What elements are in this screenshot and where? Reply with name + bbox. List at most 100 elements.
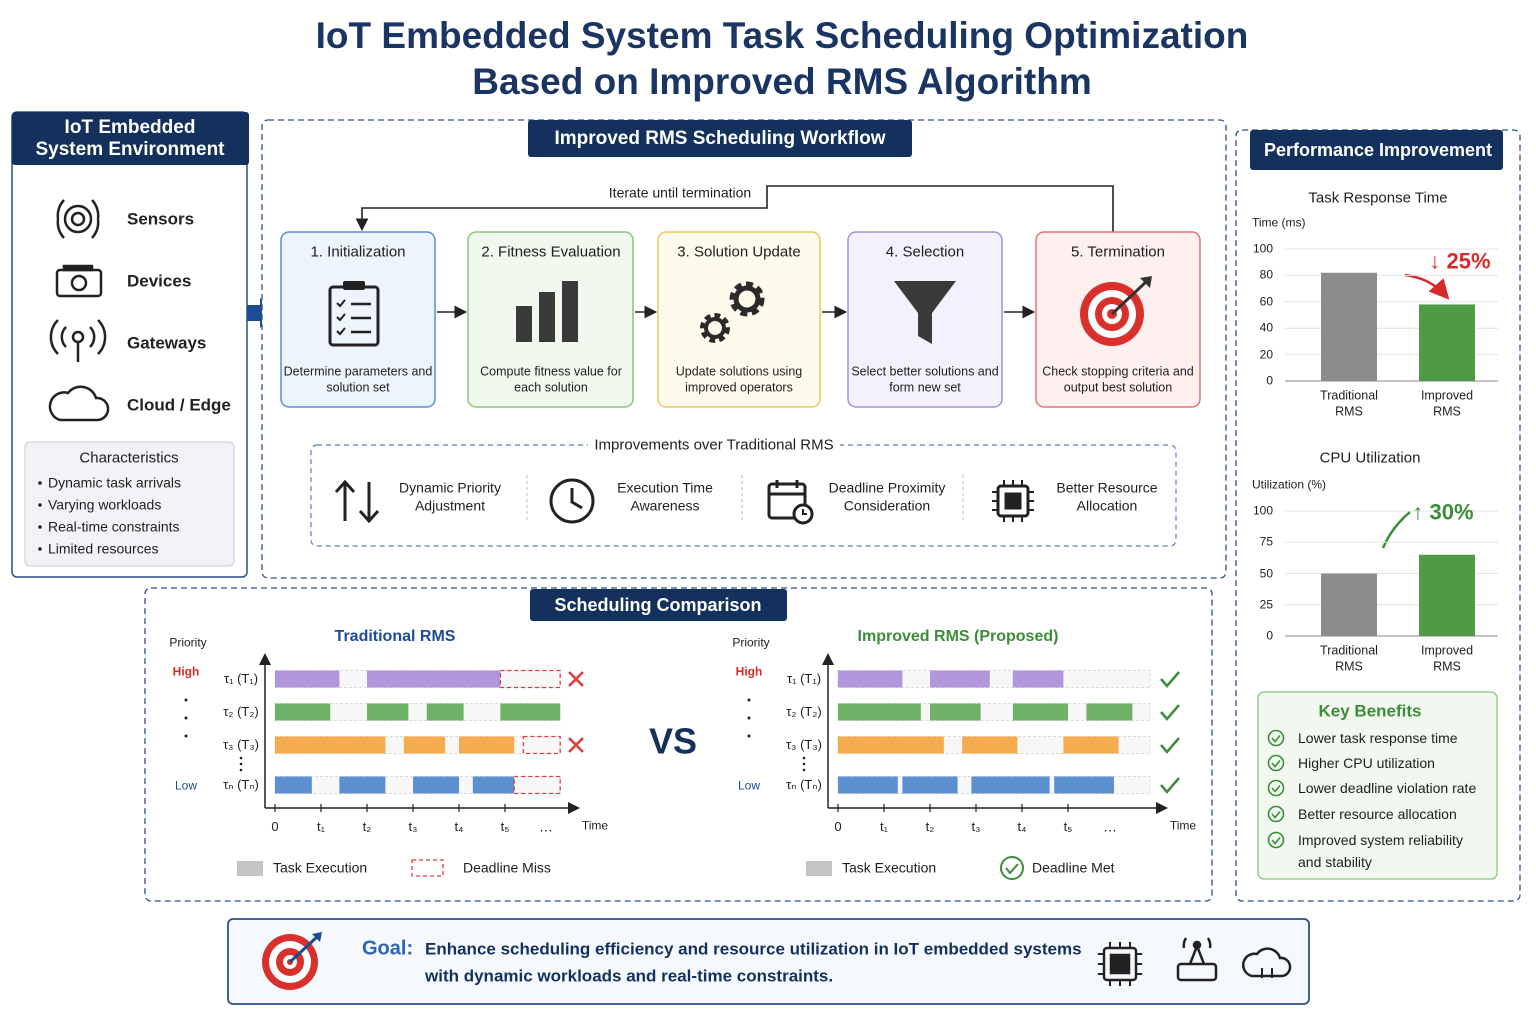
environment-header — [12, 112, 249, 165]
met-check — [1160, 737, 1180, 754]
comparison-title: Scheduling Comparison — [554, 594, 762, 615]
improvements-title-bg — [588, 437, 840, 455]
characteristic-item: Limited resources — [48, 540, 159, 557]
legend-swatch — [237, 861, 263, 876]
deadline-miss — [499, 669, 561, 689]
gantt-title: Traditional RMS — [334, 628, 456, 645]
met-check — [1160, 777, 1180, 794]
performance-header — [1250, 130, 1503, 170]
step-title: 4. Selection — [885, 243, 965, 261]
priority-high: High — [172, 664, 200, 679]
x-tick-label: 0 — [271, 818, 279, 834]
comparison-header — [530, 589, 787, 621]
x-tick-label: t₂ — [362, 818, 372, 834]
x-tick-label: t₁ — [317, 818, 325, 834]
improvement-icons — [334, 478, 1034, 525]
component-label: Devices — [127, 271, 192, 291]
y-tick-label: 0 — [1266, 373, 1273, 388]
task-dot — [802, 756, 806, 760]
task-dot — [239, 762, 243, 766]
priority-dot — [747, 716, 751, 720]
benefit-check — [1271, 759, 1281, 768]
benefit-check — [1271, 734, 1281, 743]
x-tick-label: t₃ — [408, 818, 418, 834]
legend-met-check — [1005, 863, 1019, 875]
task-label: τ₁ (T₁) — [223, 670, 259, 686]
execution-segment — [930, 703, 981, 721]
benefit-item: Lower deadline violation rate — [1298, 780, 1477, 796]
bullet — [38, 481, 42, 485]
environment-icons — [48, 199, 110, 422]
x-tick-label: t₄ — [1017, 818, 1027, 834]
workflow-title: Improved RMS Scheduling Workflow — [554, 128, 886, 150]
priority-dot — [184, 698, 188, 702]
priority-low: Low — [174, 778, 198, 793]
goal-text: with dynamic workloads and real-time con… — [425, 966, 834, 986]
execution-segment — [472, 776, 515, 794]
benefit-item: Higher CPU utilization — [1298, 755, 1435, 771]
execution-segment — [459, 736, 515, 754]
y-tick-label: 75 — [1259, 534, 1273, 549]
bar — [1419, 554, 1475, 636]
task-dot — [239, 756, 243, 760]
execution-segment — [962, 736, 1018, 754]
annotation: ↓ 25% — [1429, 248, 1491, 274]
benefit-check — [1271, 784, 1281, 793]
x-tick-label: t₁ — [880, 818, 888, 834]
x-ellipsis: … — [539, 818, 553, 835]
legend-met — [1000, 856, 1024, 880]
execution-segment — [275, 776, 312, 794]
chart-title: Task Response Time — [1308, 189, 1448, 207]
task-label: τₙ (Tₙ) — [786, 776, 822, 792]
improvement-item: Better Resource Allocation — [1056, 479, 1158, 514]
task-dot — [802, 768, 806, 772]
bar — [1321, 573, 1377, 636]
category-label: Traditional RMS — [1320, 388, 1378, 418]
step-description: Select better solutions and form new set — [851, 364, 999, 394]
met-check — [1160, 671, 1180, 688]
bar — [1419, 304, 1475, 381]
priority-dot — [184, 734, 188, 738]
benefit-icon — [1267, 831, 1285, 849]
legend-label: Task Execution — [842, 859, 937, 876]
goal-box — [227, 918, 1310, 1005]
step-title: 3. Solution Update — [677, 243, 801, 261]
bullet — [38, 547, 42, 551]
miss-cross — [568, 671, 584, 687]
task-dot — [239, 768, 243, 772]
component-label: Gateways — [127, 333, 207, 353]
execution-segment — [838, 670, 903, 688]
characteristics-box — [24, 441, 235, 567]
execution-segment — [1086, 703, 1133, 721]
x-axis-label: Time — [581, 818, 609, 833]
task-label: τ₃ (T₃) — [786, 736, 822, 752]
characteristic-item: Varying workloads — [48, 496, 162, 513]
step-title: 1. Initialization — [310, 243, 406, 261]
chart-title: CPU Utilization — [1319, 449, 1421, 467]
benefit-item: Better resource allocation — [1298, 806, 1457, 822]
execution-segment — [426, 703, 464, 721]
step-description: Update solutions using improved operator… — [675, 364, 803, 394]
component-label: Cloud / Edge — [127, 395, 231, 415]
flow-arrow — [247, 298, 275, 328]
x-tick-label: 0 — [834, 818, 842, 834]
deadline-miss — [522, 735, 561, 755]
loop-arrow — [355, 185, 1114, 232]
gantt-title: Improved RMS (Proposed) — [857, 628, 1059, 645]
x-axis-label: Time — [1169, 818, 1197, 833]
task-label: τₙ (Tₙ) — [223, 776, 259, 792]
y-tick-label: 50 — [1259, 566, 1273, 580]
characteristic-item: Real-time constraints — [48, 518, 180, 535]
step-title: 2. Fitness Evaluation — [481, 243, 621, 261]
benefit-item: Improved system reliability and stabilit… — [1298, 832, 1463, 870]
y-tick-label: 0 — [1266, 628, 1273, 643]
legend-label: Deadline Miss — [463, 859, 551, 876]
execution-segment — [367, 703, 409, 721]
execution-segment — [1054, 776, 1114, 794]
step-description: Determine parameters and solution set — [283, 364, 433, 394]
task-dot — [802, 762, 806, 766]
execution-segment — [1012, 703, 1068, 721]
improvement-item: Dynamic Priority Adjustment — [399, 479, 501, 514]
